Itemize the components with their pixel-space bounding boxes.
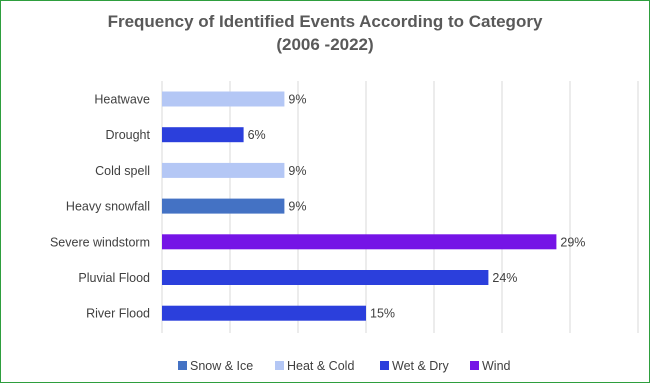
value-label-heatwave: 9% [288, 93, 306, 107]
bar-severe-windstorm [162, 234, 557, 250]
category-labels: Heatwave Drought Cold spell Heavy snowfall S… [50, 93, 151, 321]
legend-swatch-wind [470, 361, 479, 370]
legend-swatch-wet-dry [380, 361, 389, 370]
legend-label-snow-ice: Snow & Ice [190, 359, 253, 373]
bar-cold-spell [162, 162, 285, 178]
bar-river-flood [162, 305, 366, 321]
bar-drought [162, 127, 244, 143]
value-label-cold-spell: 9% [288, 164, 306, 178]
value-labels: 9% 6% 9% 9% 29% 24% 15% [248, 93, 586, 321]
bar-heavy-snowfall [162, 198, 285, 214]
category-label-river-flood: River Flood [86, 307, 150, 321]
bar-heatwave [162, 91, 285, 107]
gridlines [161, 81, 639, 333]
bar-pluvial-flood [162, 270, 489, 285]
category-label-heatwave: Heatwave [94, 93, 150, 107]
value-label-river-flood: 15% [370, 307, 395, 321]
legend-swatch-heat-cold [275, 361, 284, 370]
value-label-heavy-snowfall: 9% [288, 200, 306, 214]
category-label-severe-windstorm: Severe windstorm [50, 235, 150, 249]
bars [162, 91, 557, 321]
chart-title: Frequency of Identified Events According… [107, 12, 543, 31]
legend-label-wind: Wind [482, 359, 511, 373]
chart-title-block: Frequency of Identified Events According… [0, 10, 650, 56]
category-label-drought: Drought [106, 128, 151, 142]
value-label-severe-windstorm: 29% [560, 235, 585, 249]
value-label-pluvial-flood: 24% [492, 271, 517, 285]
legend-label-heat-cold: Heat & Cold [287, 359, 354, 373]
legend: Snow & Ice Heat & Cold Wet & Dry Wind [178, 359, 511, 373]
category-label-cold-spell: Cold spell [95, 164, 150, 178]
value-label-drought: 6% [248, 128, 266, 142]
category-label-pluvial-flood: Pluvial Flood [78, 271, 150, 285]
chart-subtitle: (2006 -2022) [276, 35, 374, 54]
legend-label-wet-dry: Wet & Dry [392, 359, 449, 373]
category-label-heavy-snowfall: Heavy snowfall [66, 200, 150, 214]
legend-swatch-snow-ice [178, 361, 187, 370]
